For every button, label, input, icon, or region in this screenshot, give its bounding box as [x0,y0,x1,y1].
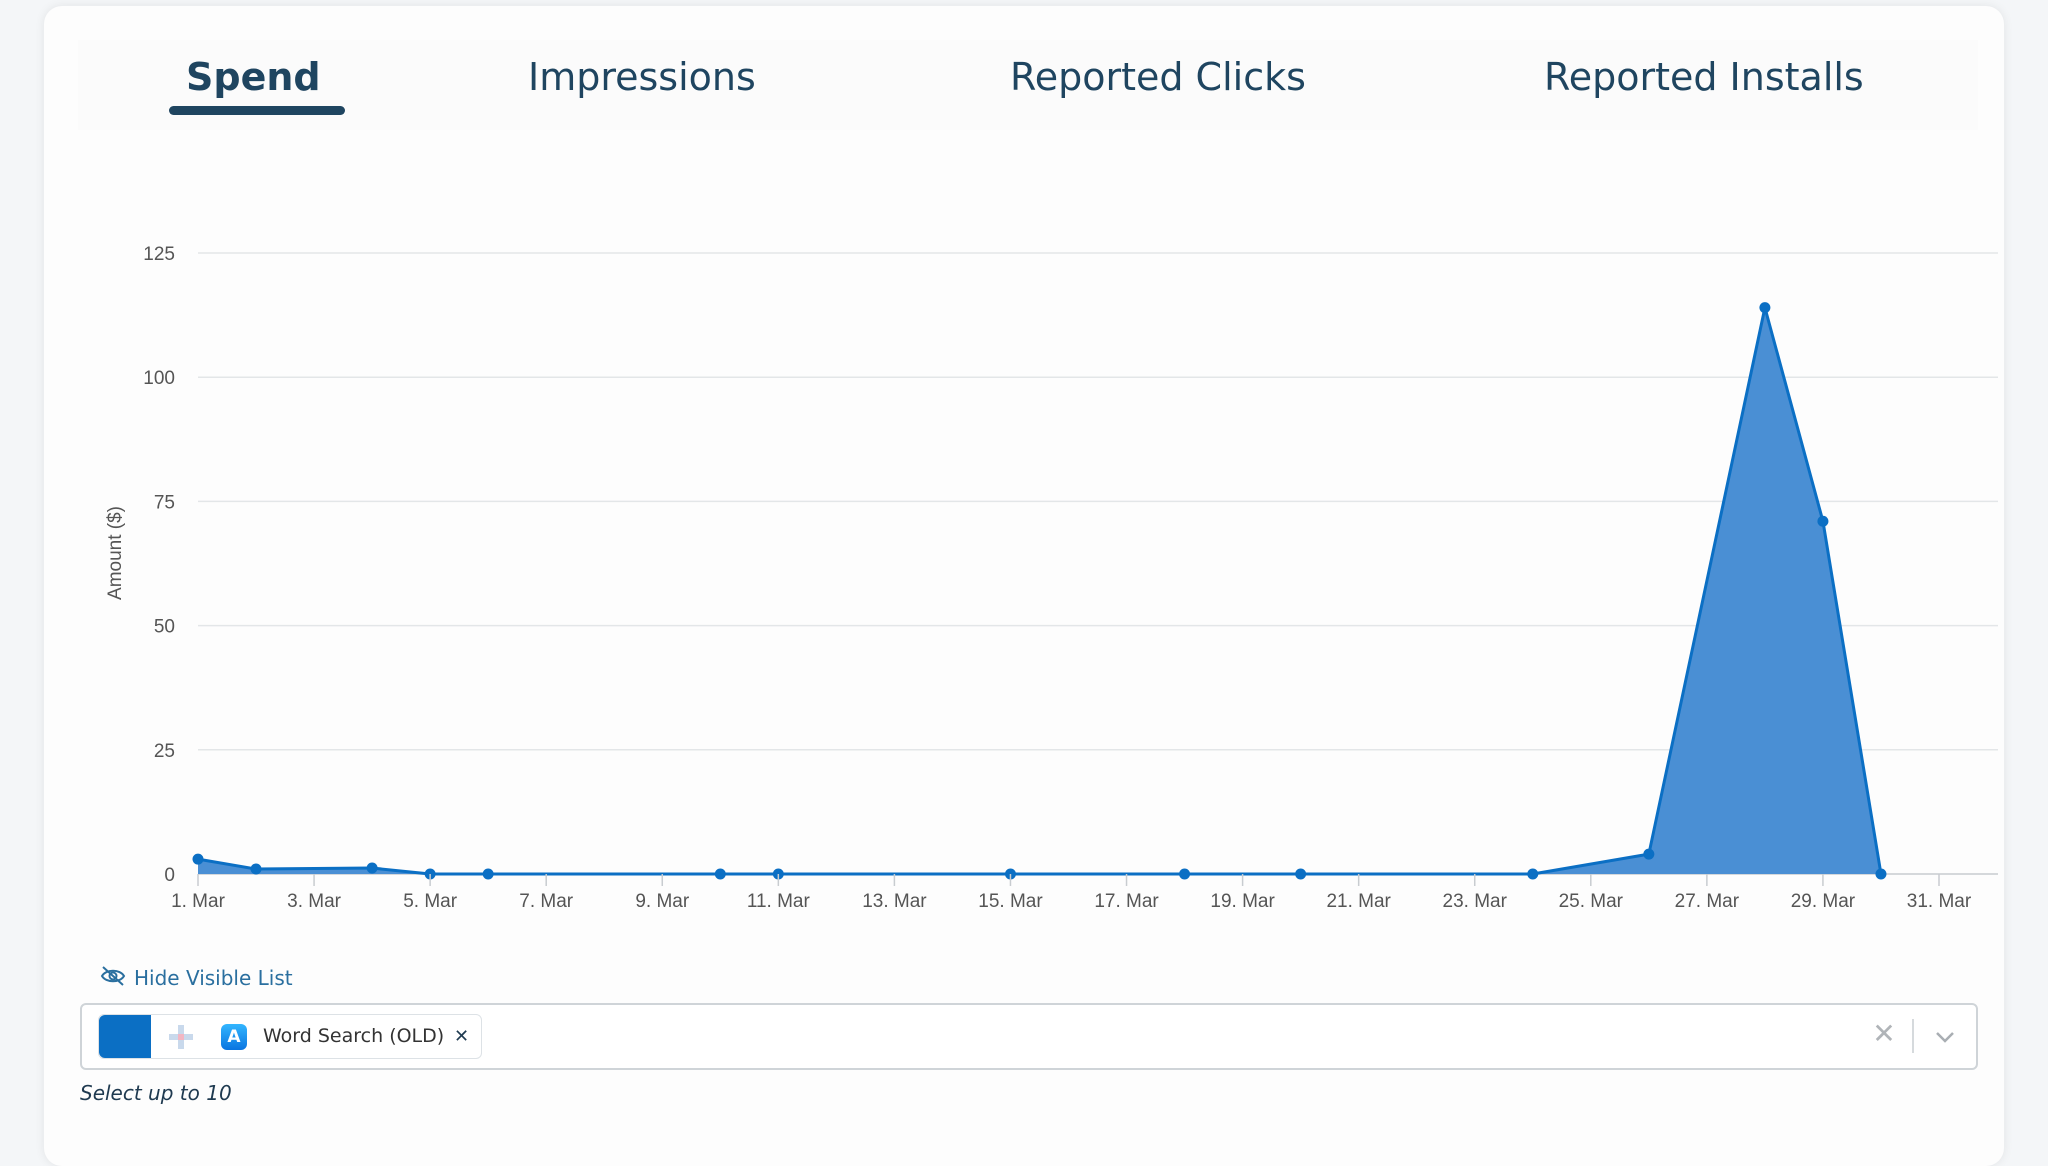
app-store-icon: A [221,1024,247,1050]
y-tick-label: 0 [164,865,175,886]
x-tick-label: 13. Mar [862,891,927,912]
data-point[interactable] [1527,868,1539,880]
x-tick-label: 11. Mar [747,891,811,912]
data-point[interactable] [482,868,494,880]
series-area-fill [198,307,1881,874]
x-tick-label: 21. Mar [1326,891,1391,912]
data-point[interactable] [1643,848,1655,860]
spend-chart: 0 25 50 75 100 125 1. Mar 3. Mar 5. Mar 7. Mar 9.… [105,244,1998,912]
data-point[interactable] [366,862,378,874]
data-point[interactable] [1875,868,1887,880]
data-point[interactable] [1817,515,1829,527]
x-tick-label: 25. Mar [1559,891,1624,912]
hide-visible-list-toggle[interactable]: Hide Visible List [100,963,293,993]
separator [1912,1019,1914,1053]
y-tick-label: 25 [154,741,175,762]
x-tick-label: 31. Mar [1907,891,1972,912]
x-tick-label: 15. Mar [978,891,1043,912]
data-point[interactable] [1179,868,1191,880]
x-tick-label: 23. Mar [1443,891,1508,912]
tab-impressions[interactable]: Impressions [528,55,756,99]
eye-slash-icon [100,965,126,991]
x-tick-label: 27. Mar [1675,891,1740,912]
tab-spend[interactable]: Spend [186,55,321,99]
x-tick-label: 3. Mar [287,891,342,912]
data-point[interactable] [714,868,726,880]
x-tick-label: 1. Mar [171,891,226,912]
selection-hint: Select up to 10 [80,1081,232,1105]
y-tick-label: 125 [143,244,175,265]
close-icon[interactable]: ✕ [454,1026,470,1047]
series-line [197,306,1883,876]
selected-app-chip: A Word Search (OLD) ✕ [98,1014,482,1059]
data-point[interactable] [1295,868,1307,880]
x-tick-label: 29. Mar [1791,891,1856,912]
x-tick-label: 5. Mar [403,891,458,912]
active-tab-indicator [169,106,345,115]
app-multiselect[interactable]: A Word Search (OLD) ✕ ✕ [80,1003,1978,1070]
data-point[interactable] [1759,302,1771,314]
x-tick-label: 17. Mar [1094,891,1159,912]
y-axis-label: Amount ($) [105,506,126,600]
x-tick-label: 19. Mar [1210,891,1275,912]
series-color-swatch [99,1015,151,1058]
x-tick-label: 9. Mar [635,891,690,912]
y-tick-label: 50 [154,617,175,638]
hide-visible-list-label: Hide Visible List [134,966,293,990]
metric-tabs: Spend Impressions Reported Clicks Report… [78,40,1978,130]
selected-app-label: Word Search (OLD) [263,1025,445,1047]
y-tick-label: 75 [154,492,175,513]
chart-card [44,6,2004,1166]
x-tick-label: 7. Mar [519,891,574,912]
clear-icon[interactable]: ✕ [1872,1017,1896,1050]
app-thumbnail-icon [169,1025,193,1049]
tab-reported-installs[interactable]: Reported Installs [1544,55,1864,99]
chevron-down-icon[interactable] [1930,1022,1960,1052]
tab-reported-clicks[interactable]: Reported Clicks [1010,55,1306,99]
y-tick-label: 100 [143,368,175,389]
data-point[interactable] [192,853,204,865]
data-point[interactable] [250,863,262,875]
